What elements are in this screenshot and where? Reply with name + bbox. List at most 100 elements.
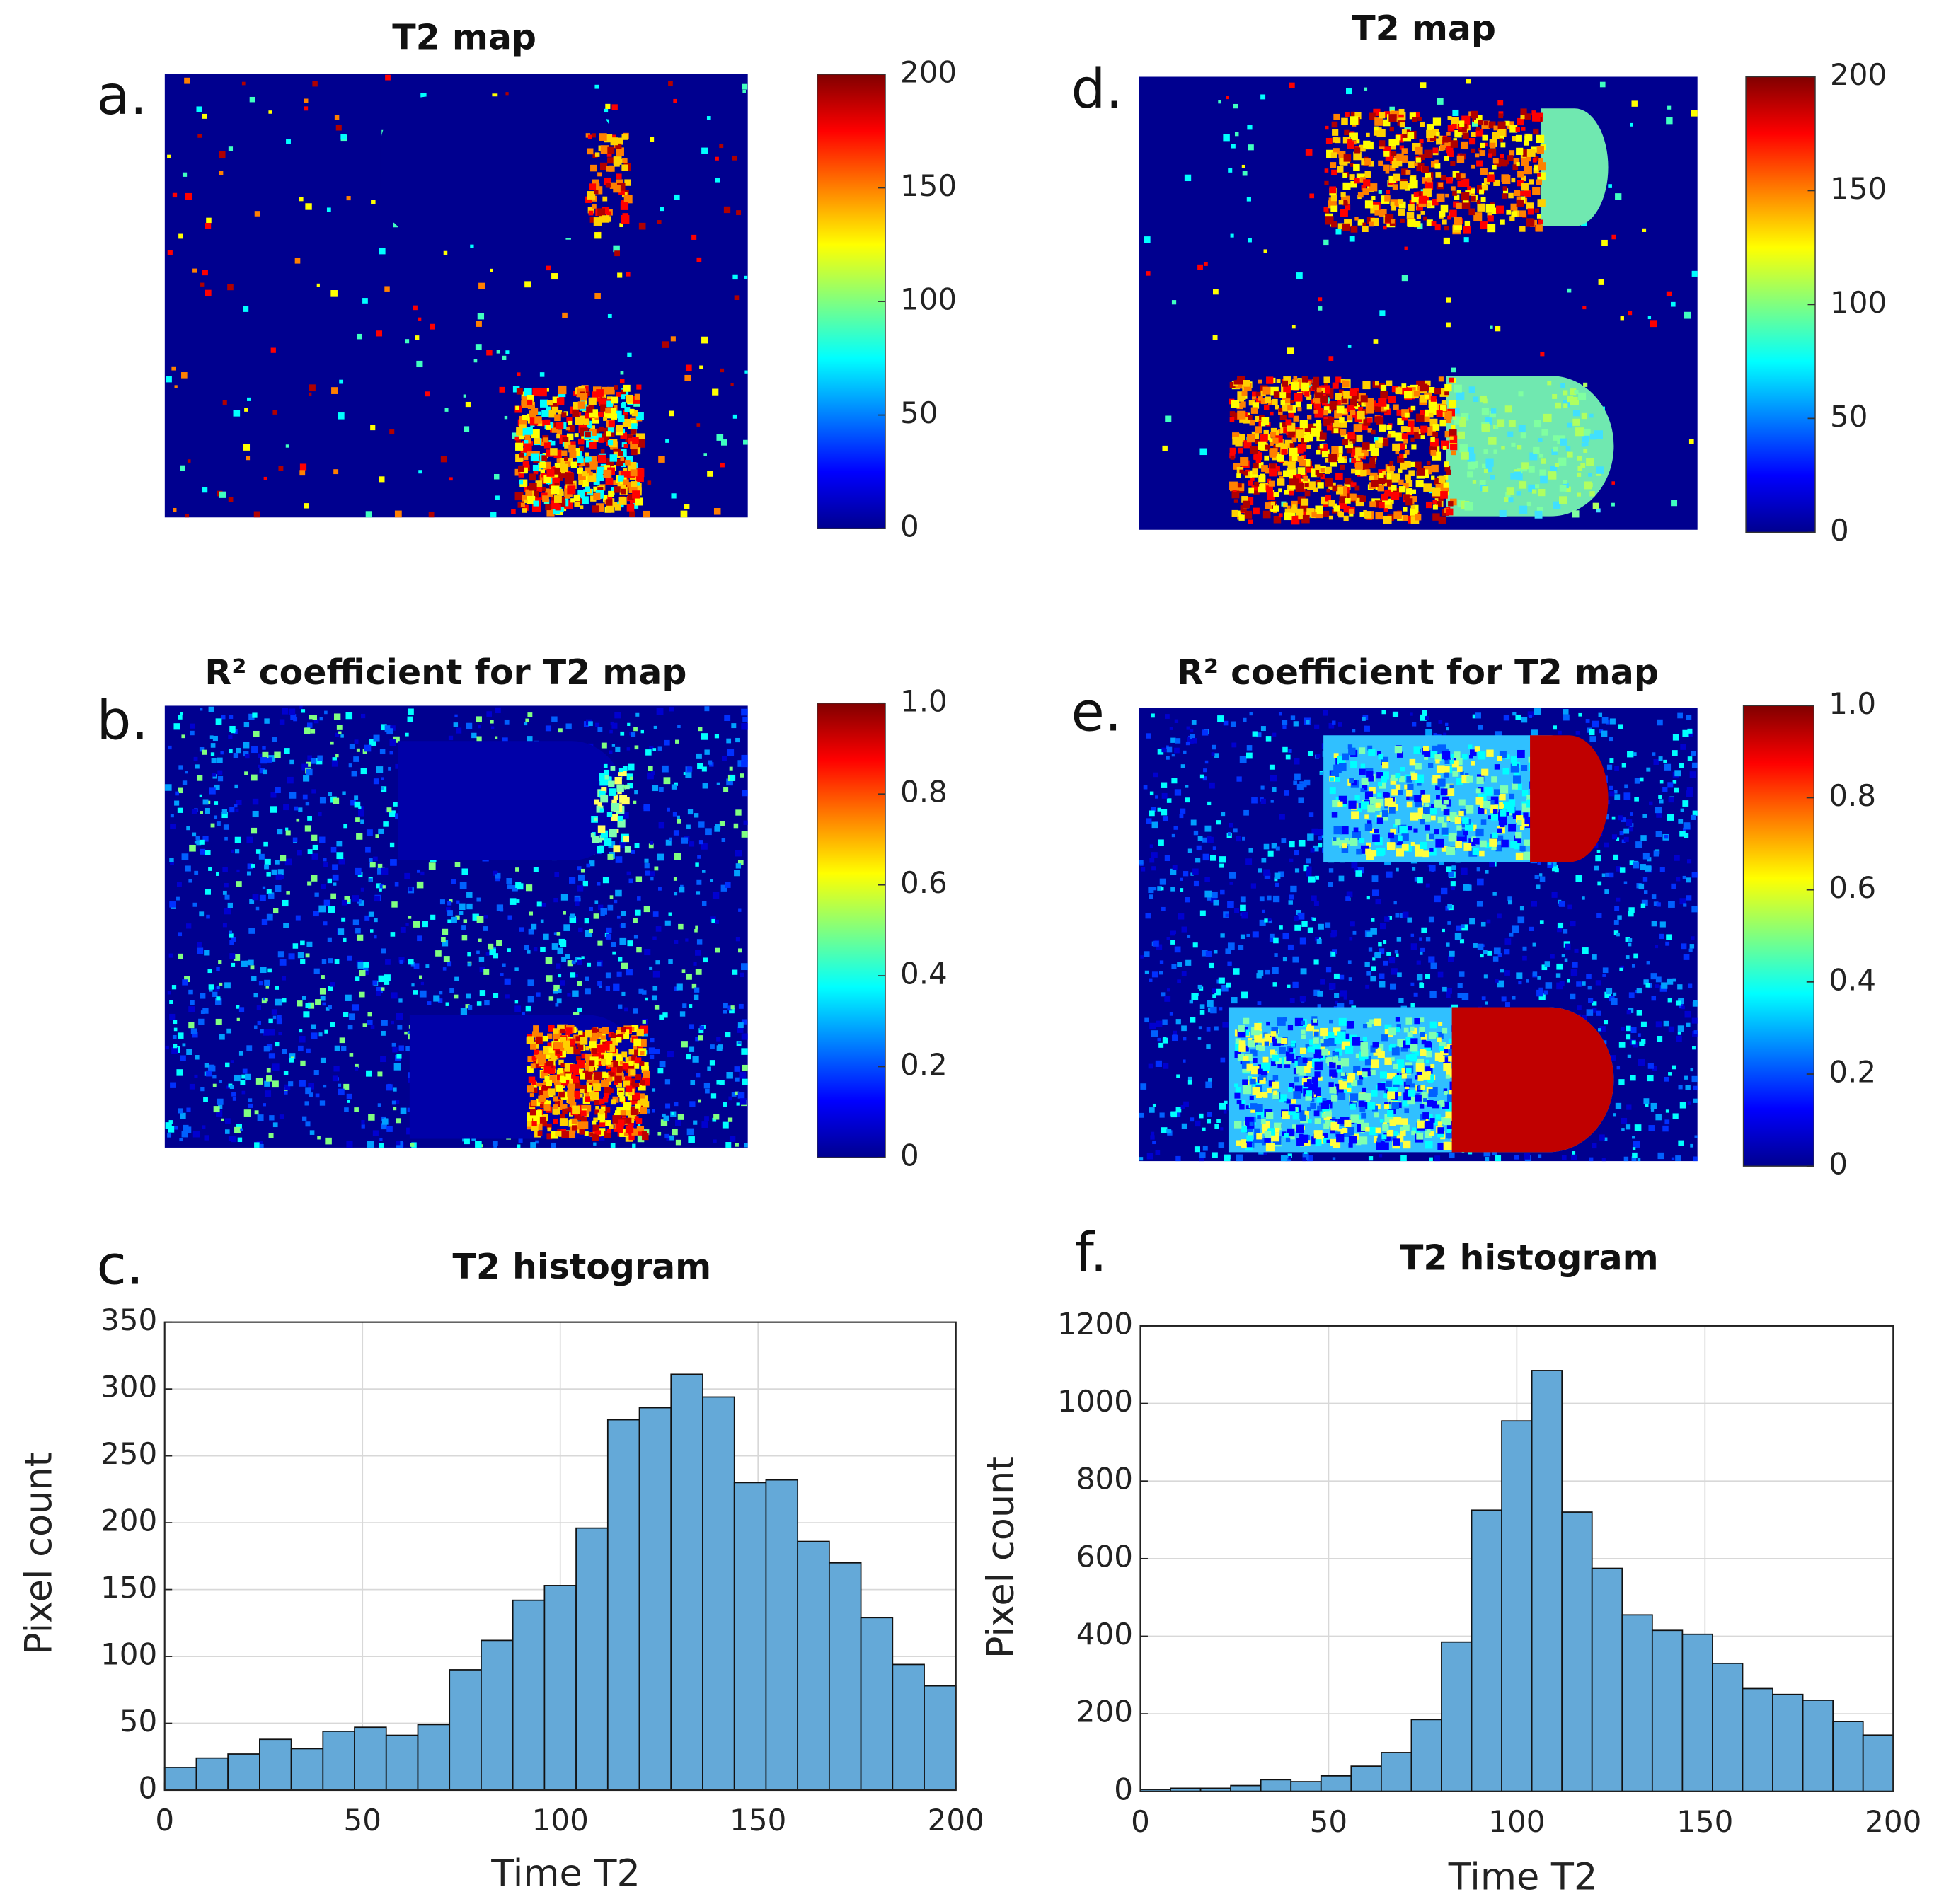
image-texture: [627, 783, 633, 789]
image-texture: [663, 1115, 669, 1121]
image-texture: [606, 431, 611, 437]
image-texture: [649, 746, 654, 751]
image-texture: [386, 728, 393, 735]
image-texture: [1338, 512, 1345, 518]
image-texture: [1161, 809, 1168, 816]
image-texture: [1519, 210, 1526, 217]
image-texture: [1510, 203, 1518, 211]
image-texture: [490, 726, 495, 729]
image-texture: [1385, 479, 1393, 487]
image-texture: [541, 487, 546, 492]
image-texture: [1337, 428, 1342, 433]
image-texture: [1488, 149, 1497, 157]
image-texture: [1393, 511, 1402, 519]
image-texture: [1334, 993, 1340, 998]
image-texture: [579, 1068, 584, 1074]
image-texture: [677, 819, 681, 824]
image-texture: [1398, 486, 1406, 493]
chart-title: T2 map: [392, 17, 536, 57]
image-texture: [1229, 417, 1235, 422]
image-texture: [578, 446, 585, 452]
image-texture: [1375, 512, 1383, 520]
image-texture: [1202, 729, 1209, 736]
image-texture: [478, 956, 485, 962]
image-texture: [516, 427, 525, 436]
image-texture: [572, 1090, 581, 1100]
image-texture: [635, 1083, 640, 1087]
image-texture: [1592, 720, 1599, 728]
image-texture: [1292, 429, 1299, 435]
image-texture: [1504, 159, 1509, 165]
image-texture: [618, 497, 627, 505]
image-texture: [1517, 180, 1524, 187]
image-texture: [1444, 430, 1452, 438]
image-texture: [545, 975, 553, 982]
image-texture: [1536, 507, 1543, 514]
image-texture: [603, 416, 608, 421]
image-texture: [635, 909, 641, 916]
image-texture: [1432, 487, 1441, 497]
image-texture: [1384, 499, 1391, 505]
image-texture: [1307, 481, 1316, 490]
image-texture: [1438, 135, 1443, 140]
image-texture: [554, 463, 560, 468]
image-texture: [1555, 402, 1562, 409]
image-texture: [593, 492, 601, 500]
image-texture: [1508, 420, 1516, 427]
image-texture: [243, 742, 250, 749]
image-texture: [1432, 513, 1440, 521]
image-texture: [1343, 505, 1350, 513]
image-texture: [614, 504, 621, 511]
image-texture: [1389, 106, 1395, 112]
image-texture: [1184, 174, 1192, 182]
image-texture: [604, 1093, 609, 1099]
image-texture: [1414, 432, 1421, 439]
image-texture: [1325, 216, 1334, 225]
image-texture: [1236, 379, 1241, 384]
image-texture: [447, 961, 452, 967]
image-texture: [465, 1004, 470, 1009]
image-texture: [575, 417, 584, 425]
image-texture: [1252, 402, 1260, 409]
image-texture: [580, 1110, 587, 1117]
image-texture: [1616, 837, 1620, 841]
image-texture: [224, 894, 230, 900]
image-texture: [1306, 508, 1315, 517]
image-texture: [181, 372, 188, 379]
image-texture: [173, 1020, 178, 1025]
image-texture: [221, 1118, 224, 1121]
image-texture: [447, 901, 452, 906]
image-texture: [543, 475, 551, 483]
image-texture: [266, 889, 272, 894]
image-texture: [1270, 501, 1275, 506]
image-texture: [405, 1046, 411, 1051]
image-texture: [542, 1035, 548, 1042]
image-texture: [1538, 219, 1543, 225]
image-texture: [282, 976, 287, 981]
image-texture: [600, 145, 609, 154]
image-texture: [614, 1081, 618, 1085]
image-texture: [285, 827, 289, 831]
image-texture: [428, 862, 436, 870]
image-texture: [1345, 112, 1350, 117]
image-texture: [1499, 509, 1507, 518]
panel-label: a.: [96, 64, 147, 127]
image-texture: [1444, 156, 1449, 161]
image-texture: [621, 771, 627, 777]
image-texture: [258, 853, 265, 860]
image-texture: [736, 1102, 740, 1106]
image-texture: [1540, 352, 1545, 357]
image-texture: [692, 1056, 699, 1063]
image-texture: [1349, 493, 1357, 501]
image-texture: [323, 921, 328, 926]
image-texture: [694, 987, 700, 993]
image-texture: [539, 1104, 544, 1108]
image-texture: [1291, 453, 1299, 461]
image-texture: [530, 1044, 536, 1050]
image-texture: [611, 942, 616, 947]
image-texture: [289, 1058, 294, 1063]
image-texture: [576, 498, 582, 504]
image-texture: [614, 899, 618, 904]
image-texture: [359, 991, 365, 998]
image-texture: [741, 1033, 748, 1040]
